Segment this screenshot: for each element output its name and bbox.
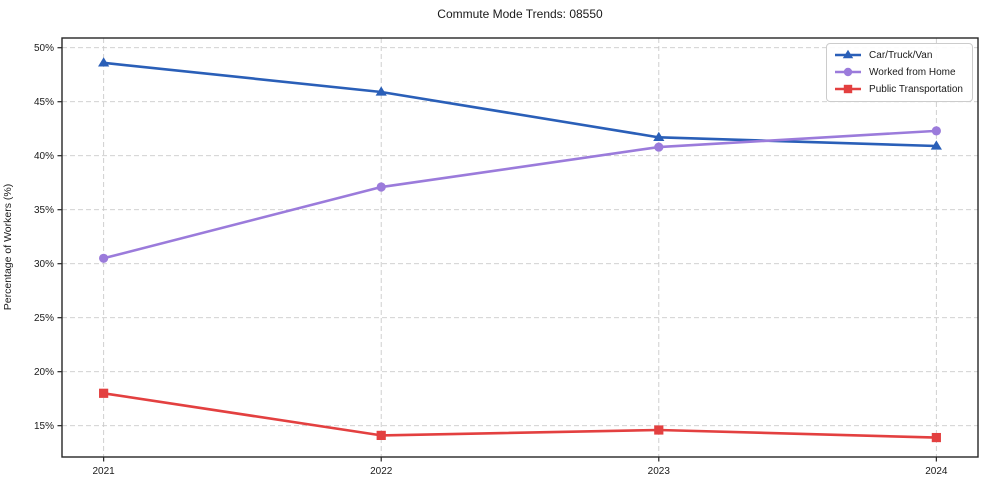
- data-point-marker: [654, 142, 664, 152]
- data-point-marker: [653, 131, 665, 141]
- data-point-marker: [98, 57, 110, 67]
- series-public-transportation: [99, 388, 941, 443]
- legend-marker-car-truck-van: [835, 49, 862, 59]
- legend-item-worked-from-home: Worked from Home: [834, 66, 963, 78]
- data-point-marker: [843, 84, 853, 94]
- series-line: [102, 391, 938, 439]
- plot-border: [61, 37, 979, 458]
- data-point-marker: [99, 388, 109, 398]
- data-point-marker: [843, 67, 853, 77]
- x-tick-label: 2024: [925, 466, 948, 477]
- chart-title: Commute Mode Trends: 08550: [437, 7, 603, 21]
- data-point-marker: [99, 253, 109, 263]
- x-tick-label: 2022: [370, 466, 393, 477]
- y-tick-label: 30%: [34, 259, 54, 270]
- legend-label-worked-from-home: Worked from Home: [869, 66, 956, 78]
- data-point-marker: [376, 182, 386, 192]
- legend-item-public-transportation: Public Transportation: [834, 83, 963, 95]
- series-line: [102, 61, 938, 148]
- y-tick-label: 45%: [34, 97, 54, 108]
- legend-item-car-truck-van: Car/Truck/Van: [834, 49, 963, 61]
- legend-marker-public-transportation: [835, 84, 862, 94]
- x-tick-label: 2023: [648, 466, 671, 477]
- legend-label-car-truck-van: Car/Truck/Van: [869, 49, 933, 61]
- data-point-marker: [931, 126, 941, 136]
- data-point-marker: [842, 49, 854, 59]
- x-tick-label: 2021: [93, 466, 116, 477]
- y-tick-label: 25%: [34, 313, 54, 324]
- y-tick-label: 50%: [34, 43, 54, 54]
- data-point-marker: [930, 140, 942, 150]
- legend-marker-worked-from-home: [835, 67, 862, 77]
- y-tick-label: 35%: [34, 205, 54, 216]
- series-line: [102, 129, 938, 260]
- series-car-truck-van: [98, 57, 942, 150]
- y-tick-label: 15%: [34, 421, 54, 432]
- data-point-marker: [931, 432, 941, 443]
- y-tick-label: 20%: [34, 367, 54, 378]
- data-point-marker: [654, 425, 664, 435]
- legend: Car/Truck/Van Worked from Home Public Tr…: [826, 43, 973, 102]
- legend-label-public-transportation: Public Transportation: [869, 83, 963, 95]
- series-worked-from-home: [99, 126, 941, 263]
- data-point-marker: [376, 430, 386, 441]
- data-point-marker: [375, 86, 387, 96]
- y-tick-label: 40%: [34, 151, 54, 162]
